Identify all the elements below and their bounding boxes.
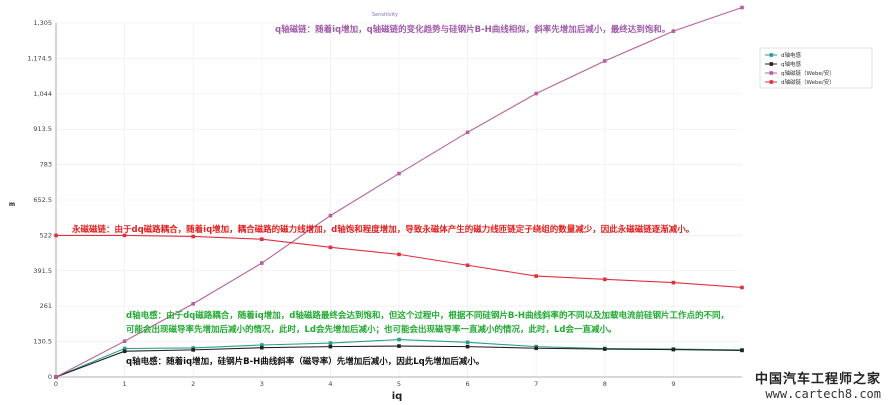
legend-box	[759, 47, 873, 89]
data-point	[534, 91, 538, 96]
y-tick-labels: 0 130.5 261 391.5 522 652.5 783 913.5 1,044 1,174…	[27, 19, 52, 381]
watermark: 中国汽车工程师之家 www.cartech8.com	[755, 368, 881, 401]
data-point	[465, 340, 470, 345]
y-tick-label: 1,305	[33, 19, 52, 27]
data-point	[260, 345, 264, 350]
annotation-pm-flux: 永磁磁链：由于dq磁路耦合，随着iq增加，耦合磁路的磁力线增加，d轴饱和程度增加…	[71, 224, 694, 235]
data-point	[397, 171, 401, 176]
data-point	[397, 344, 401, 348]
data-point	[54, 233, 58, 238]
data-point	[260, 261, 264, 265]
x-tick-label: 7	[534, 380, 538, 388]
data-point	[328, 245, 333, 250]
data-point	[191, 234, 195, 239]
data-point	[534, 274, 538, 278]
x-tick-label: 2	[191, 380, 195, 388]
data-point	[603, 277, 607, 282]
x-tick-label: 0	[54, 380, 58, 388]
data-point	[191, 301, 195, 306]
series-2	[54, 5, 744, 379]
data-point	[534, 346, 538, 351]
y-tick-label: 391.5	[33, 267, 52, 275]
annotation-d-inductance-2: 可能会出现磁导率先增加后减小的情况，此时，Ld会先增加后减小；也可能会出现磁导率…	[126, 324, 617, 335]
data-point	[260, 343, 264, 347]
data-point	[671, 280, 676, 285]
annotation-q-flux: q轴磁链：随着iq增加，q轴磁链的变化趋势与硅钢片B-H曲线相似，斜率先增加后减…	[275, 24, 670, 35]
watermark-url: www.cartech8.com	[765, 387, 881, 401]
legend-item: d轴电感	[765, 51, 801, 59]
x-tick-label: 1	[123, 380, 127, 388]
x-tick-label: 6	[466, 380, 470, 388]
data-point	[465, 344, 470, 349]
data-point	[397, 337, 401, 342]
y-tick-label: 130.5	[33, 338, 52, 346]
x-tick-label: 9	[671, 380, 675, 388]
data-point	[328, 344, 333, 349]
legend-swatch-marker	[769, 80, 774, 84]
y-axis-label: m	[9, 201, 15, 208]
data-point	[328, 213, 333, 218]
annotation-q-inductance: q轴电感：随着iq增加，硅钢片B-H曲线斜率（磁导率）先增加后减小，因此Lq先增…	[126, 356, 484, 367]
annotation-d-inductance-1: d轴电感：由于dq磁路耦合，随着iq增加，d轴磁路最终会达到饱和，但这个过程中，…	[126, 310, 729, 321]
data-point	[191, 348, 195, 352]
x-tick-label: 3	[260, 380, 264, 388]
x-tick-label: 5	[397, 380, 401, 388]
y-tick-label: 1,044	[33, 90, 52, 98]
legend-label: q轴电感	[781, 60, 801, 68]
y-tick-label: 783	[40, 161, 52, 169]
legend-swatch-marker	[769, 62, 774, 66]
legend-swatch-marker	[769, 53, 774, 57]
y-tick-label: 261	[40, 302, 52, 310]
axes	[55, 23, 742, 378]
data-point	[122, 339, 127, 343]
y-tick-label: 522	[40, 231, 52, 239]
legend-swatch-marker	[769, 71, 774, 75]
y-tick-label: 0	[48, 373, 52, 381]
data-point	[671, 29, 676, 33]
data-point	[603, 59, 607, 63]
data-point	[260, 237, 264, 241]
data-point	[122, 233, 127, 238]
series-3	[54, 233, 744, 290]
data-point	[603, 347, 607, 351]
chart-title: Sensitivity	[372, 12, 398, 18]
legend-label: d轴电感	[781, 51, 801, 59]
x-tick-label: 8	[603, 380, 607, 388]
y-tick-label: 652.5	[33, 196, 52, 204]
data-point	[191, 346, 195, 350]
legend-label: d轴磁链（Webe/安）	[781, 78, 835, 86]
watermark-name: 中国汽车工程师之家	[754, 372, 881, 387]
data-point	[671, 347, 676, 352]
data-point	[122, 346, 127, 351]
data-point	[54, 375, 58, 379]
data-point	[397, 252, 401, 257]
data-point	[740, 5, 744, 10]
data-point	[465, 130, 470, 135]
data-point	[465, 263, 470, 268]
data-point	[328, 341, 333, 345]
data-point	[122, 349, 127, 354]
legend-item: q轴磁链（Webe/安）	[765, 69, 835, 77]
legend-item: q轴电感	[765, 60, 801, 68]
series-group	[54, 5, 744, 379]
legend-label: q轴磁链（Webe/安）	[781, 69, 835, 77]
x-tick-labels: 0 1 2 3 4 5 6 7 8 9	[54, 380, 676, 388]
x-tick-label: 4	[328, 380, 332, 388]
data-point	[740, 285, 744, 290]
y-tick-label: 1,174.5	[27, 54, 52, 62]
grid	[55, 22, 742, 378]
y-tick-label: 913.5	[33, 125, 52, 133]
legend-item: d轴磁链（Webe/安）	[765, 78, 835, 86]
x-axis-label: iq	[392, 391, 403, 402]
data-point	[740, 348, 744, 353]
